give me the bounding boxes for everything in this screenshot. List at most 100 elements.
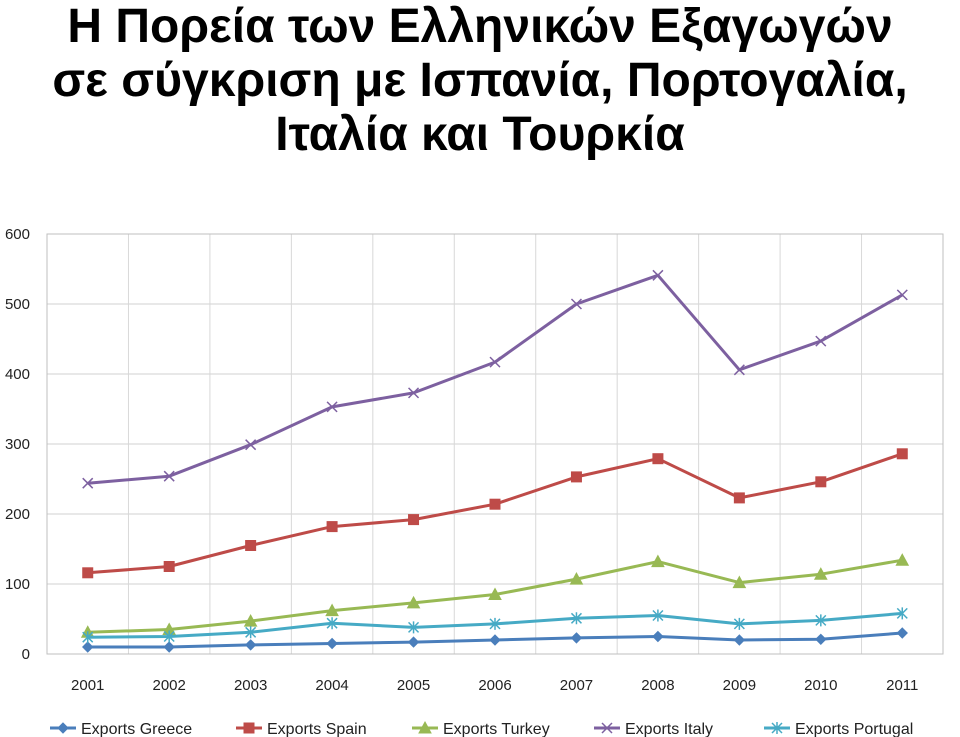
data-point-exports-greece [407,636,420,648]
series-group [80,269,910,653]
y-tick-label: 600 [5,226,30,243]
data-point-exports-spain [570,471,582,483]
data-point-exports-italy [896,289,908,301]
data-point-exports-italy [652,269,664,281]
data-point-exports-portugal [163,630,175,643]
series-exports-portugal [82,607,908,644]
data-point-exports-spain [326,521,338,533]
x-tick-label: 2008 [641,677,674,694]
data-point-exports-spain [733,492,745,504]
x-tick-label: 2001 [71,677,104,694]
legend-label: Exports Spain [267,721,367,737]
data-point-exports-portugal [815,614,827,627]
data-point-exports-italy [82,477,94,489]
data-point-exports-greece [652,630,664,643]
data-point-exports-spain [245,540,257,551]
data-point-exports-spain [163,561,175,572]
legend-label: Exports Greece [81,721,192,737]
legend-marker [57,722,69,734]
y-tick-label: 300 [5,436,30,453]
y-tick-label: 500 [5,296,30,313]
y-tick-label: 0 [22,646,30,663]
data-point-exports-turkey [813,567,828,580]
data-point-exports-turkey [651,554,665,568]
data-point-exports-spain [652,453,664,465]
data-point-exports-greece [244,639,257,651]
data-point-exports-portugal [82,631,94,644]
data-point-exports-spain [82,567,94,579]
data-point-exports-spain [408,514,420,526]
legend-item-exports-italy: Exports Italy [594,721,713,737]
chart-title-line-1: Η Πορεία των Ελληνικών Εξαγωγών [67,0,893,53]
data-point-exports-italy [245,439,257,451]
legend-marker [771,722,783,734]
grid [46,233,944,655]
data-point-exports-portugal [570,612,582,625]
data-point-exports-italy [326,401,338,413]
y-tick-label: 100 [5,576,30,593]
data-point-exports-greece [896,627,908,639]
data-point-exports-greece [163,641,175,653]
data-point-exports-greece [733,634,746,646]
data-point-exports-portugal [733,617,745,630]
series-exports-greece [82,627,908,653]
data-point-exports-greece [489,634,501,646]
chart-title-line-3: Ιταλία και Τουρκία [275,108,685,161]
data-point-exports-turkey [895,553,910,566]
data-point-exports-spain [896,448,908,460]
data-point-exports-portugal [489,617,501,630]
y-tick-label: 400 [5,366,30,383]
x-tick-label: 2011 [886,677,918,694]
data-point-exports-italy [815,335,827,347]
legend-label: Exports Portugal [795,721,913,737]
data-point-exports-greece [326,637,338,650]
legend-item-exports-spain: Exports Spain [236,721,367,737]
data-point-exports-greece [82,641,94,653]
data-point-exports-italy [733,364,745,376]
data-point-exports-italy [570,298,582,310]
chart-title: Η Πορεία των Ελληνικών Εξαγωγών σε σύγκρ… [0,0,960,162]
legend-marker [418,720,432,734]
x-tick-label: 2007 [560,677,593,694]
series-exports-spain [82,448,908,579]
data-point-exports-greece [815,633,827,646]
x-tick-label: 2005 [397,677,430,694]
data-point-exports-turkey [732,575,747,589]
data-point-exports-greece [570,632,583,644]
legend-item-exports-portugal: Exports Portugal [764,721,913,737]
data-point-exports-turkey [243,614,258,627]
x-tick-label: 2004 [315,677,348,694]
x-tick-label: 2009 [723,677,756,694]
data-point-exports-portugal [408,621,420,634]
legend-label: Exports Italy [625,721,713,737]
legend-marker [243,722,255,734]
data-point-exports-italy [489,356,501,368]
data-point-exports-spain [815,476,827,488]
x-tick-label: 2002 [152,677,185,694]
data-point-exports-turkey [488,587,502,600]
series-exports-turkey [80,553,910,638]
x-axis: 2001 2002 2003 2004 2005 2006 2007 2008 2009 2010… [71,677,918,694]
legend-marker [601,722,613,734]
plot-area [46,233,944,655]
legend: Exports Greece Exports Spain Exports Turke… [50,720,913,737]
data-point-exports-portugal [896,607,908,620]
data-point-exports-turkey [325,603,339,617]
data-point-exports-italy [408,387,420,399]
legend-item-exports-turkey: Exports Turkey [412,720,550,737]
data-point-exports-turkey [406,595,421,609]
series-exports-italy [82,269,908,489]
data-point-exports-portugal [326,617,338,630]
data-point-exports-turkey [569,572,584,585]
x-tick-label: 2003 [234,677,267,694]
y-axis: 0 100 200 300 400 500 600 [5,226,30,663]
x-tick-label: 2006 [478,677,511,694]
data-point-exports-spain [489,498,501,510]
x-tick-label: 2010 [804,677,837,694]
legend-item-exports-greece: Exports Greece [50,721,192,737]
data-point-exports-portugal [245,626,257,639]
data-point-exports-italy [163,470,175,482]
legend-label: Exports Turkey [443,721,550,737]
data-point-exports-portugal [652,609,664,622]
